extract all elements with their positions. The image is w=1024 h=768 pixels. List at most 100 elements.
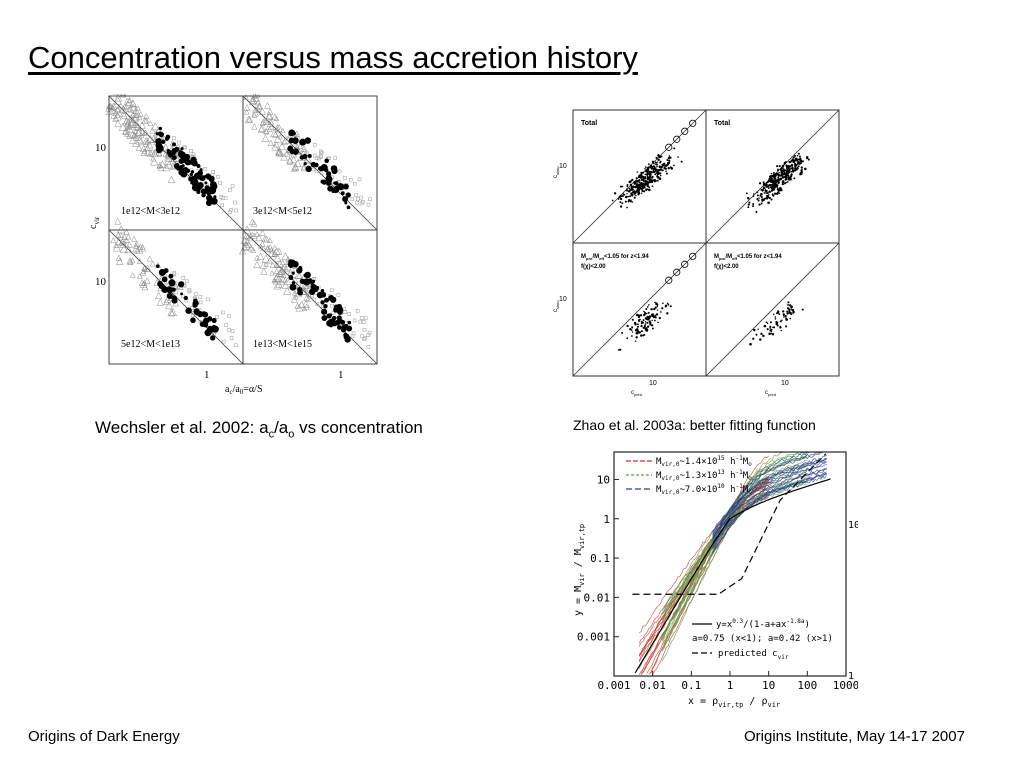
scatter-point bbox=[758, 197, 760, 199]
triangle-point bbox=[282, 136, 290, 144]
zhao-panel-line2-3: f(χ)<2.00 bbox=[581, 264, 606, 270]
scatter-point bbox=[797, 165, 800, 168]
scatter-point bbox=[636, 183, 639, 185]
dot-point bbox=[158, 126, 163, 131]
scatter-point bbox=[757, 328, 759, 330]
scatter-point bbox=[772, 188, 776, 191]
triangle-point bbox=[294, 302, 301, 309]
scatter-point bbox=[752, 202, 755, 206]
dot-point bbox=[321, 315, 328, 321]
triangle-point bbox=[263, 117, 270, 125]
svg-text:y = Mvir / Mvir,tp: y = Mvir / Mvir,tp bbox=[573, 524, 586, 616]
triangle-point bbox=[149, 260, 156, 267]
scatter-point bbox=[799, 157, 802, 160]
dot-point bbox=[166, 151, 171, 155]
accretion-ylabel-sub: vir bbox=[578, 573, 586, 586]
square-point bbox=[355, 309, 360, 313]
scatter-point bbox=[640, 334, 643, 337]
wechsler-ytick-top: 10 bbox=[95, 142, 107, 154]
scatter-point bbox=[630, 184, 633, 187]
dot-point bbox=[346, 325, 353, 332]
scatter-point bbox=[772, 195, 775, 197]
x-tick-label: 0.01 bbox=[639, 679, 666, 692]
accretion-curve bbox=[712, 457, 827, 535]
triangle-point bbox=[127, 258, 134, 265]
triangle-point bbox=[295, 303, 304, 312]
triangle-point bbox=[261, 134, 270, 143]
triangle-point bbox=[249, 231, 255, 238]
triangle-point bbox=[256, 252, 265, 260]
dot-point bbox=[304, 137, 312, 144]
triangle-point bbox=[291, 290, 298, 296]
legend-text: ~7.0×10 bbox=[679, 485, 717, 495]
dot-point bbox=[324, 297, 329, 303]
triangle-point bbox=[280, 152, 288, 161]
square-point bbox=[362, 328, 367, 332]
dot-point bbox=[325, 175, 333, 183]
scatter-point bbox=[642, 171, 645, 174]
triangle-point bbox=[244, 115, 253, 124]
scatter-point bbox=[752, 193, 755, 195]
square-point bbox=[227, 328, 231, 332]
zhao-panel-line2-4: f(χ)<2.00 bbox=[714, 264, 739, 270]
square-point bbox=[368, 197, 372, 201]
dot-point bbox=[196, 164, 201, 168]
triangle-point bbox=[276, 259, 284, 268]
wechsler-panel-label-4: 1e13<M<1e15 bbox=[253, 339, 312, 350]
scatter-point bbox=[787, 170, 791, 174]
square-point bbox=[234, 208, 238, 213]
triangle-point bbox=[144, 137, 151, 145]
scatter-point bbox=[763, 192, 766, 194]
triangle-point bbox=[283, 277, 292, 285]
scatter-point bbox=[773, 186, 776, 189]
legend-text: vir,0 bbox=[661, 489, 679, 496]
scatter-point bbox=[788, 160, 791, 164]
square-point bbox=[358, 319, 363, 324]
scatter-point bbox=[629, 188, 632, 191]
triangle-point bbox=[291, 162, 299, 170]
triangle-point bbox=[126, 257, 134, 265]
scatter-point bbox=[774, 318, 777, 320]
triangle-point bbox=[109, 102, 118, 110]
scatter-point bbox=[635, 180, 639, 183]
scatter-point bbox=[617, 197, 620, 200]
dot-point bbox=[320, 163, 328, 171]
scatter-point bbox=[654, 173, 657, 176]
triangle-point bbox=[146, 149, 155, 157]
triangle-point bbox=[119, 94, 127, 98]
scatter-point bbox=[660, 311, 662, 313]
triangle-point bbox=[264, 102, 271, 109]
scatter-point bbox=[794, 157, 798, 161]
zhao-panel-label-3-sub2: eff bbox=[599, 256, 605, 261]
dot-point bbox=[205, 173, 211, 180]
triangle-point bbox=[123, 237, 130, 243]
scatter-point bbox=[780, 170, 783, 173]
scatter-point bbox=[774, 182, 777, 184]
scatter-point bbox=[785, 318, 789, 321]
scatter-point bbox=[655, 156, 658, 159]
scatter-point bbox=[763, 186, 766, 189]
dot-point bbox=[292, 131, 296, 136]
scatter-point bbox=[758, 182, 762, 185]
scatter-point bbox=[641, 175, 644, 178]
wechsler-xlabel-mid: /a bbox=[233, 384, 241, 395]
scatter-point bbox=[640, 192, 643, 194]
scatter-point bbox=[658, 316, 661, 320]
fit-params: a=0.75 (x<1); a=0.42 (x>1) bbox=[692, 634, 833, 644]
triangle-point bbox=[115, 231, 122, 238]
triangle-point bbox=[119, 244, 128, 253]
scatter-point bbox=[804, 167, 807, 171]
triangle-point bbox=[250, 219, 258, 227]
scatter-point bbox=[629, 180, 632, 183]
scatter-point bbox=[798, 155, 801, 158]
triangle-point bbox=[167, 175, 176, 184]
triangle-point bbox=[266, 126, 273, 132]
triangle-point bbox=[128, 117, 137, 126]
zhao-xlabel-left-sub: pred bbox=[634, 392, 642, 397]
scatter-point bbox=[794, 167, 797, 170]
svg-text:cpred: cpred bbox=[631, 390, 642, 397]
triangle-point bbox=[301, 286, 310, 295]
svg-text:x = ρvir,tp / ρvir: x = ρvir,tp / ρvir bbox=[688, 696, 780, 709]
triangle-point bbox=[274, 124, 281, 131]
scatter-point bbox=[769, 329, 772, 332]
